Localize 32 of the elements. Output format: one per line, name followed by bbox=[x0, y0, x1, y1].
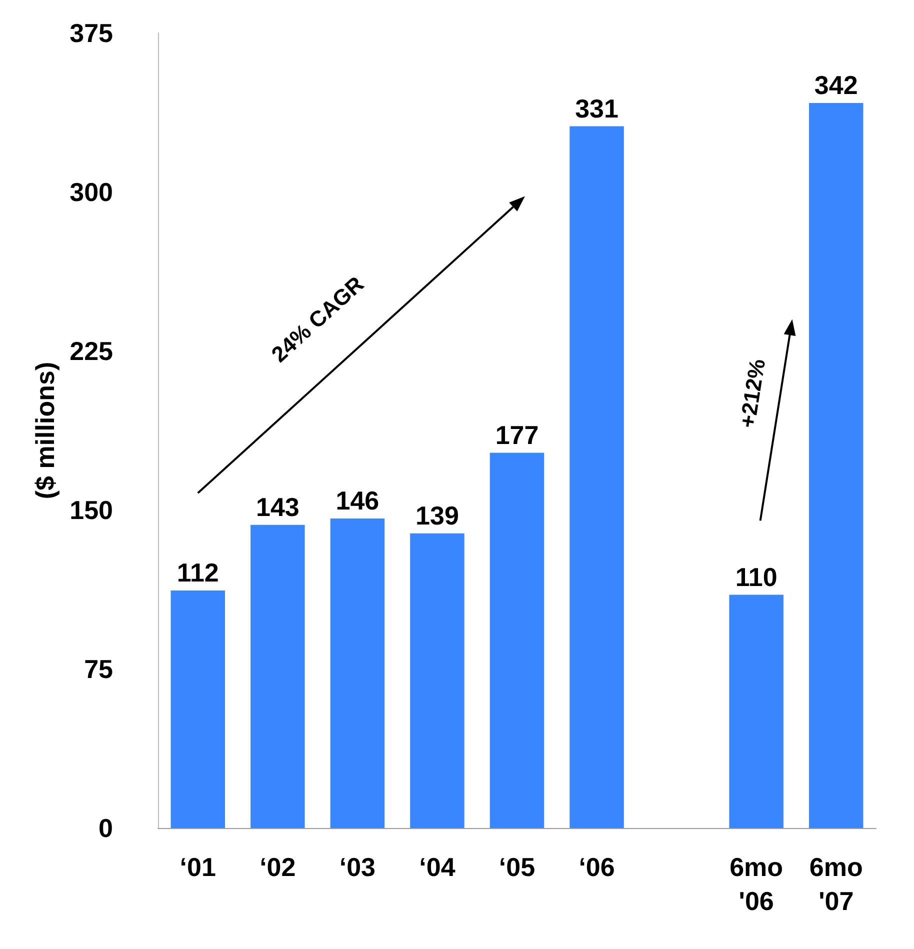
y-tick-label: 225 bbox=[70, 336, 113, 366]
x-tick-label: ‘04 bbox=[419, 852, 456, 882]
x-tick-label: 6mo '06 bbox=[730, 852, 784, 916]
x-tick-label: ‘03 bbox=[339, 852, 376, 882]
y-axis-title: ($ millions) bbox=[30, 362, 60, 500]
x-tick-label: ‘06 bbox=[578, 852, 615, 882]
data-label: 342 bbox=[814, 70, 858, 100]
y-tick-label: 150 bbox=[70, 495, 113, 525]
bar bbox=[170, 590, 226, 828]
x-tick-label: 6mo '07 bbox=[809, 852, 863, 916]
y-tick-label: 300 bbox=[70, 177, 113, 207]
data-label: 143 bbox=[256, 492, 300, 522]
y-tick-label: 375 bbox=[70, 18, 113, 48]
data-label: 110 bbox=[735, 562, 778, 592]
data-label: 177 bbox=[495, 420, 539, 450]
bar bbox=[410, 533, 464, 828]
y-tick-label: 75 bbox=[84, 654, 113, 684]
bar bbox=[570, 126, 624, 828]
bar bbox=[490, 452, 544, 828]
bar bbox=[808, 102, 864, 828]
data-label: 139 bbox=[416, 500, 459, 530]
y-tick-label: 0 bbox=[98, 813, 113, 843]
data-label: 112 bbox=[176, 558, 219, 588]
bar bbox=[250, 524, 305, 828]
bar bbox=[330, 518, 385, 828]
x-tick-label: ‘01 bbox=[180, 852, 216, 882]
x-tick-label: ‘02 bbox=[260, 852, 296, 882]
data-label: 146 bbox=[336, 485, 380, 516]
annotation: +212% bbox=[734, 357, 770, 430]
data-label: 331 bbox=[575, 93, 618, 124]
bar bbox=[729, 594, 784, 828]
x-tick-label: ‘05 bbox=[498, 852, 536, 882]
